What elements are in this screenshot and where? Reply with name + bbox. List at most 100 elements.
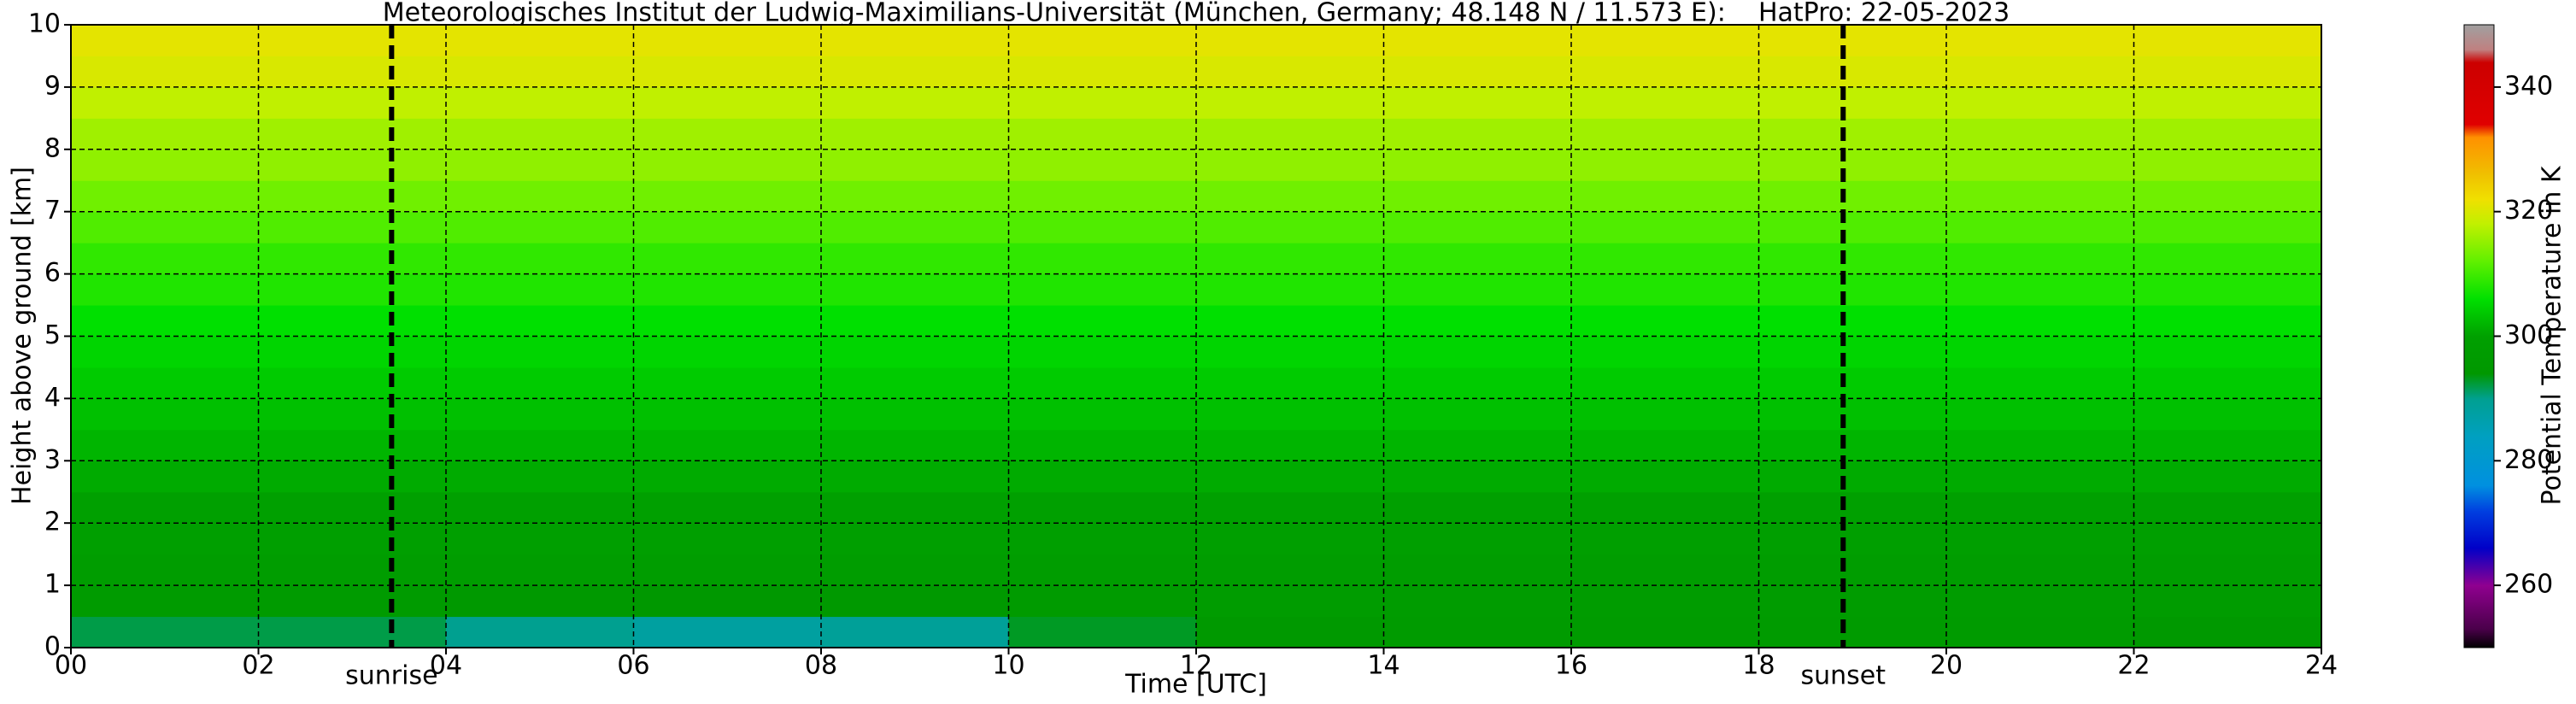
heatmap-cell [1383,305,1572,337]
heatmap-cell [1571,305,1759,337]
heatmap-cell [1758,491,1947,524]
heatmap-cell [1196,398,1384,431]
heatmap-cell [446,616,634,648]
heatmap-cell [821,118,1009,150]
x-tick-label: 20 [1930,651,1963,681]
heatmap-cell [258,149,447,181]
colorbar-segment [2464,585,2494,630]
heatmap-cell [2133,336,2322,368]
heatmap-cell [821,243,1009,275]
heatmap-cell [1008,367,1197,399]
heatmap-cell [1571,367,1759,399]
heatmap-cell [1383,523,1572,555]
heatmap-cell [1758,461,1947,493]
heatmap-cell [821,149,1009,181]
y-tick-label: 4 [44,383,61,413]
heatmap-cell [1758,118,1947,150]
heatmap-cell [2133,86,2322,119]
heatmap-cell [446,429,634,461]
heatmap-cell [1196,554,1384,586]
heatmap-cell [2133,367,2322,399]
x-tick-label: 12 [1180,651,1212,681]
colorbar-segment [2464,199,2494,225]
y-tick-label: 8 [44,133,61,163]
heatmap-cell [1758,56,1947,88]
heatmap-cell [2133,243,2322,275]
heatmap-cell [258,86,447,119]
heatmap-cell [1946,149,2134,181]
heatmap-cell [633,367,822,399]
heatmap-cell [446,367,634,399]
chart-title: Meteorologisches Institut der Ludwig-Max… [383,0,2010,28]
heatmap-cell [1758,211,1947,243]
heatmap-cell [1008,56,1197,88]
heatmap-cell [71,398,259,431]
heatmap-cell [1946,305,2134,337]
heatmap-cell [1571,336,1759,368]
heatmap-cell [1383,180,1572,213]
heatmap-cell [1008,398,1197,431]
heatmap-cell [633,180,822,213]
heatmap-cell [1571,461,1759,493]
heatmap-cell [821,398,1009,431]
heatmap-cell [1758,554,1947,586]
y-axis-label: Height above ground [km] [8,167,38,505]
heatmap-cell [1008,243,1197,275]
colorbar-segment [2464,298,2494,337]
heatmap-cell [821,523,1009,555]
heatmap-cell [1196,367,1384,399]
heatmap-cell [71,554,259,586]
heatmap-cell [1196,429,1384,461]
heatmap-cell [1571,211,1759,243]
heatmap-cell [821,56,1009,88]
heatmap-cell [71,616,259,648]
heatmap-cell [821,616,1009,648]
heatmap-cell [1383,273,1572,306]
heatmap-cell [1383,554,1572,586]
heatmap-cell [2133,398,2322,431]
x-tick-label: 00 [55,651,87,681]
colorbar-segment [2464,629,2494,648]
heatmap-cell [446,585,634,618]
heatmap-cell [633,336,822,368]
colorbar-segment [2464,373,2494,399]
heatmap-cell [71,211,259,243]
colorbar-segment [2464,62,2494,126]
colorbar-segment [2464,436,2494,486]
heatmap-cell [1196,86,1384,119]
heatmap-cell [71,56,259,88]
heatmap-cell [258,336,447,368]
heatmap-cell [633,25,822,56]
heatmap-cell [71,336,259,368]
heatmap-cell [821,180,1009,213]
x-tick-label: 14 [1367,651,1399,681]
heatmap-cell [633,461,822,493]
x-tick-label: 06 [617,651,649,681]
heatmap-cell [1571,523,1759,555]
colorbar-tick-label: 280 [2504,445,2553,475]
heatmap-cell [633,585,822,618]
heatmap-cell [446,118,634,150]
colorbar-segment [2464,124,2494,138]
colorbar-tick-label: 300 [2504,320,2553,350]
heatmap-cell [1008,616,1197,648]
heatmap-cell [633,554,822,586]
heatmap-cell [1196,461,1384,493]
colorbar-segment [2464,261,2494,300]
heatmap-cell [821,367,1009,399]
heatmap-cell [1008,118,1197,150]
heatmap-cell [1008,149,1197,181]
heatmap-cell [1758,336,1947,368]
heatmap-cell [2133,616,2322,648]
heatmap-cell [1196,585,1384,618]
x-tick-label: 16 [1555,651,1587,681]
plot-frame [70,24,2322,648]
heatmap-cell [1383,86,1572,119]
heatmap-cell [1758,243,1947,275]
heatmap-cell [446,491,634,524]
heatmap-cell [1758,398,1947,431]
heatmap-cell [1758,149,1947,181]
heatmap-cell [1946,211,2134,243]
heatmap-cell [1758,273,1947,306]
